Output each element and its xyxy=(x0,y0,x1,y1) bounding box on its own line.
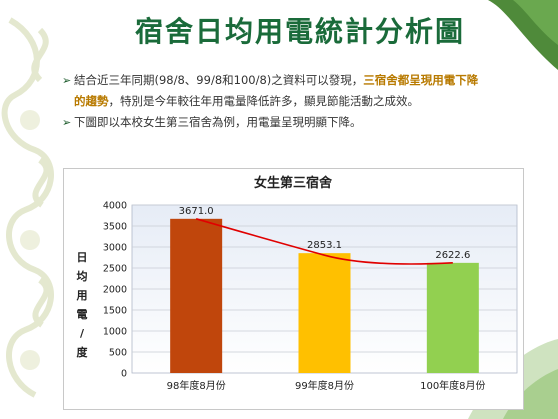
bar xyxy=(170,218,223,373)
y-tick-label: 1500 xyxy=(103,306,127,317)
bullet-item: ➢ 結合近三年同期(98/8、99/8和100/8)之資料可以發現，三宿舍都呈現… xyxy=(62,70,482,112)
y-tick-label: 1000 xyxy=(103,327,127,338)
bar xyxy=(426,262,479,373)
y-axis: 0 500 1000 1500 2000 2500 3000 3500 4000 xyxy=(103,201,127,380)
y-tick-label: 4000 xyxy=(103,201,127,212)
bar-chart: 女生第三宿舍 3671.0 2853.1 2622.6 0 500 1000 1500 20… xyxy=(77,175,518,392)
bullet-text-continued: ，特別是今年較往年用電量降低許多，顯見節能活動之成效。 xyxy=(108,94,420,108)
y-axis-label-char: 均 xyxy=(77,269,88,283)
x-tick-label: 98年度8月份 xyxy=(167,379,226,392)
y-axis-label-char: / xyxy=(80,327,85,340)
y-tick-label: 2000 xyxy=(103,285,127,296)
page-title: 宿舍日均用電統計分析圖 xyxy=(134,15,465,48)
chart-title: 女生第三宿舍 xyxy=(254,175,333,191)
data-label: 3671.0 xyxy=(179,206,214,217)
y-axis-label-char: 度 xyxy=(77,345,89,359)
bullet-text: 結合近三年同期(98/8、99/8和100/8)之資料可以發現， xyxy=(74,73,364,87)
y-axis-label: 日均用電 / 度 xyxy=(77,251,89,359)
value-labels: 3671.0 2853.1 2622.6 xyxy=(179,206,471,261)
bullet-item: ➢ 下圖即以本校女生第三宿舍為例，用電量呈現明顯下降。 xyxy=(62,112,482,133)
decorative-leaf-top-right xyxy=(488,0,558,70)
y-axis-label-char: 電 xyxy=(77,308,88,321)
trend-line xyxy=(195,218,453,265)
bars xyxy=(170,218,479,373)
y-tick-label: 2500 xyxy=(103,264,127,275)
chart-container: 女生第三宿舍 3671.0 2853.1 2622.6 0 500 1000 1500 20… xyxy=(63,168,524,410)
x-tick-label: 100年度8月份 xyxy=(420,379,485,392)
bullet-text: 下圖即以本校女生第三宿舍為例，用電量呈現明顯下降。 xyxy=(74,115,362,129)
x-tick-label: 99年度8月份 xyxy=(295,379,354,392)
bullet-list: ➢ 結合近三年同期(98/8、99/8和100/8)之資料可以發現，三宿舍都呈現… xyxy=(62,70,482,133)
y-axis-label-char: 日 xyxy=(77,251,88,264)
data-label: 2853.1 xyxy=(307,240,342,251)
y-tick-label: 0 xyxy=(121,369,127,380)
decorative-vine-left xyxy=(1,17,54,398)
y-tick-label: 500 xyxy=(109,348,127,359)
y-tick-label: 3500 xyxy=(103,222,127,233)
data-label: 2622.6 xyxy=(435,250,470,261)
arrow-bullet-icon: ➢ xyxy=(62,74,72,87)
y-axis-label-char: 用 xyxy=(77,289,88,302)
bar xyxy=(298,253,351,373)
trendline xyxy=(195,218,453,265)
x-axis: 98年度8月份 99年度8月份 100年度8月份 xyxy=(167,379,486,392)
y-tick-label: 3000 xyxy=(103,243,127,254)
arrow-bullet-icon: ➢ xyxy=(62,116,72,129)
bullet-highlight-text: 三宿舍都呈現用電下降的趨勢 xyxy=(74,73,479,108)
